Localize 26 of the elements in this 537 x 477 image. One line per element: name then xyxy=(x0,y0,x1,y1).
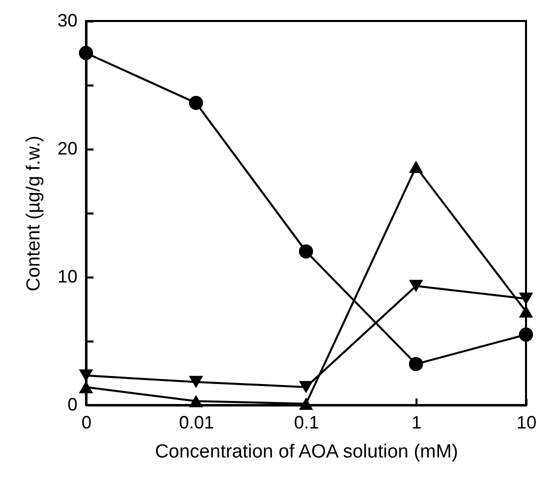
point xyxy=(78,369,94,382)
y-tick-label: 20 xyxy=(57,138,78,158)
x-tick-label: 0.01 xyxy=(178,412,214,432)
point xyxy=(78,46,94,60)
point xyxy=(298,380,314,394)
point xyxy=(408,280,424,292)
y-tick-label: 10 xyxy=(57,266,78,286)
point xyxy=(298,398,314,410)
point xyxy=(188,395,204,408)
point xyxy=(518,328,534,342)
point xyxy=(188,376,204,388)
y-axis-title: Content (µg/g f.w.) xyxy=(23,136,44,292)
point xyxy=(518,305,534,318)
point xyxy=(408,356,424,372)
point xyxy=(518,292,534,305)
y-tick-label: 0 xyxy=(67,394,78,414)
x-tick-label: 0 xyxy=(81,412,92,432)
x-tick-label: 0.1 xyxy=(294,412,320,432)
y-tick-label: 30 xyxy=(57,10,78,30)
x-axis-title: Concentration of AOA solution (mM) xyxy=(154,442,458,462)
point xyxy=(78,380,94,394)
x-tick-label: 1 xyxy=(411,412,422,432)
point xyxy=(408,160,424,174)
point xyxy=(188,96,204,110)
x-tick-label: 10 xyxy=(516,412,537,432)
point xyxy=(298,244,314,258)
